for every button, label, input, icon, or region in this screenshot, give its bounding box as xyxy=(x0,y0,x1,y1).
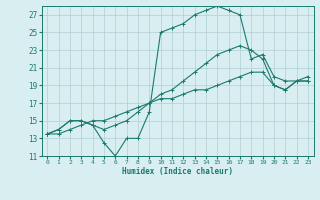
X-axis label: Humidex (Indice chaleur): Humidex (Indice chaleur) xyxy=(122,167,233,176)
